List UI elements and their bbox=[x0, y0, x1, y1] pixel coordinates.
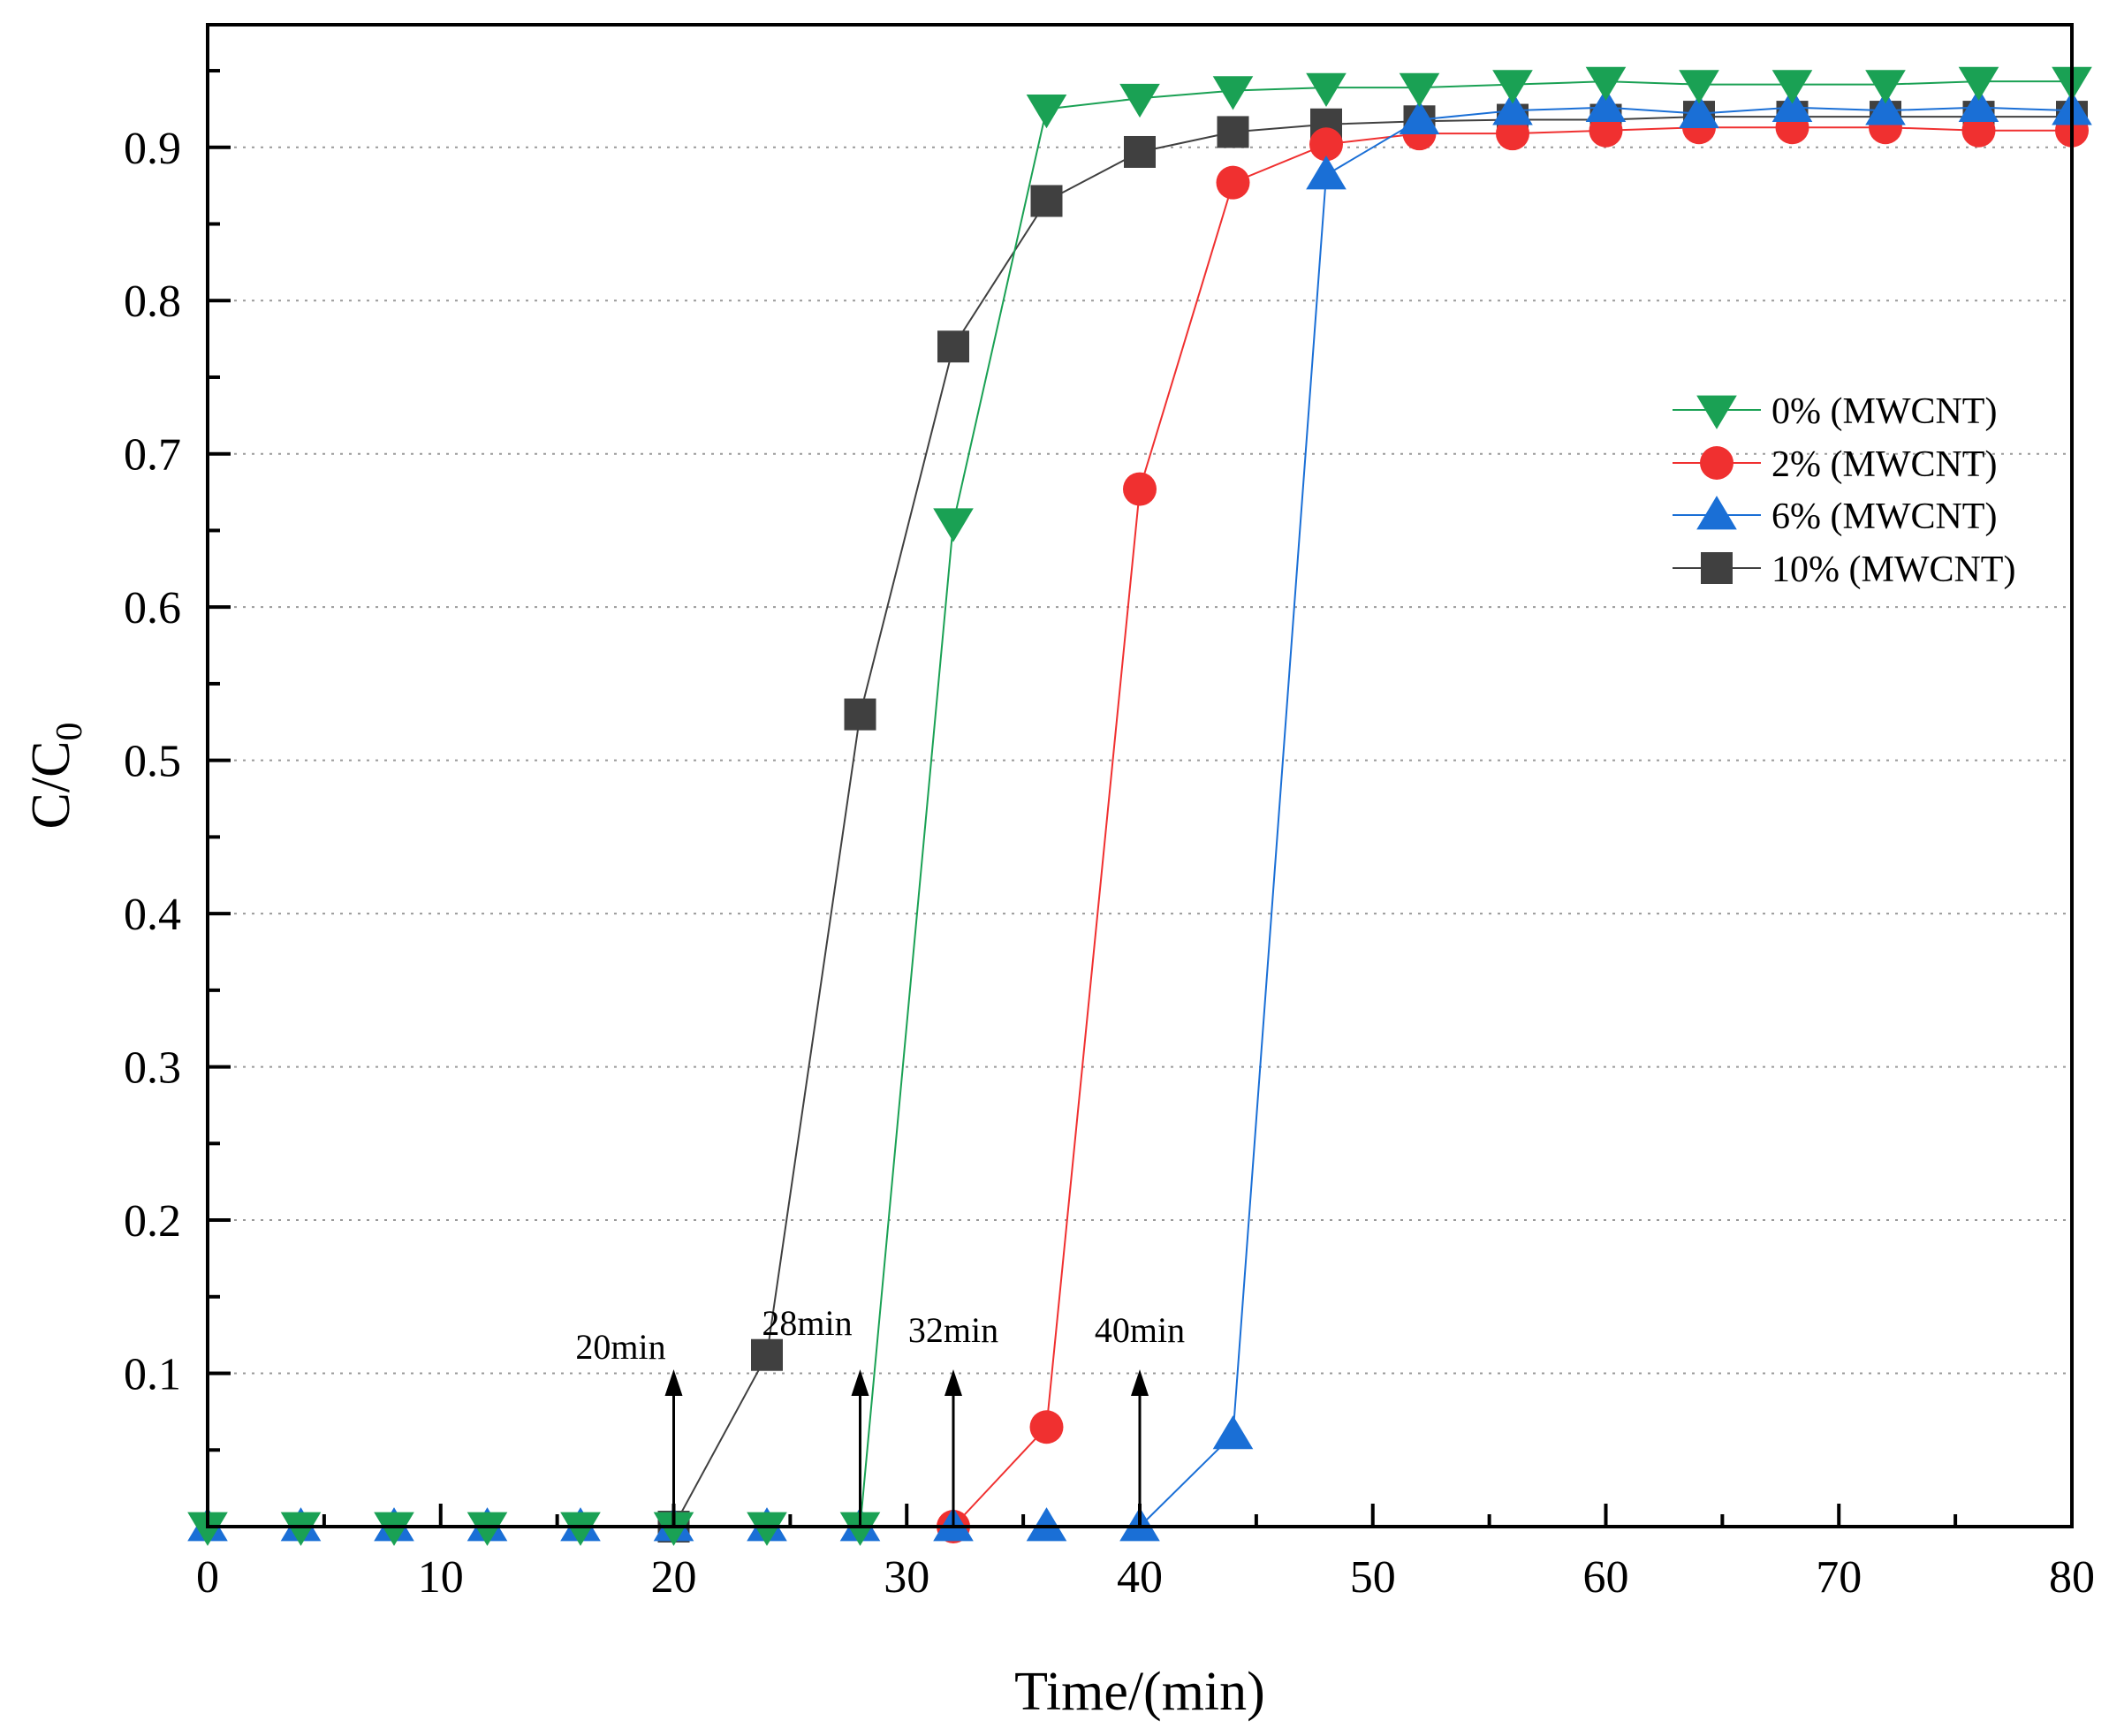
series-0-point-5 bbox=[653, 1512, 694, 1546]
series-2-point-19 bbox=[1958, 87, 1999, 123]
series-1-point-1 bbox=[1029, 1410, 1064, 1444]
series-2-point-14 bbox=[1492, 91, 1533, 125]
legend-item-2: 6% (MWCNT) bbox=[1673, 496, 1997, 537]
legend-item-1: 2% (MWCNT) bbox=[1673, 444, 1997, 485]
legend-item-0: 0% (MWCNT) bbox=[1673, 391, 1997, 432]
legend-label-1: 2% (MWCNT) bbox=[1771, 444, 1997, 485]
x-tick-label-1: 10 bbox=[418, 1552, 464, 1603]
annotation-arrow-head-0 bbox=[664, 1369, 683, 1396]
annotation-arrow-head-3 bbox=[1131, 1369, 1149, 1396]
y-tick-label-7: 0.8 bbox=[124, 277, 181, 327]
x-tick-label-7: 70 bbox=[1816, 1552, 1862, 1603]
x-tick-label-6: 60 bbox=[1583, 1552, 1629, 1603]
axes-frame bbox=[206, 23, 2074, 1528]
x-tick-label-8: 80 bbox=[2049, 1552, 2095, 1603]
series-line-3 bbox=[672, 116, 2072, 1528]
grid-layer bbox=[208, 146, 2072, 1375]
series-1-point-4 bbox=[1309, 127, 1343, 162]
y-tick-label-6: 0.7 bbox=[124, 430, 181, 481]
series-0-point-15 bbox=[1585, 66, 1627, 102]
legend-item-3: 10% (MWCNT) bbox=[1673, 550, 2015, 590]
series-2-point-17 bbox=[1771, 87, 1813, 123]
y-tick-label-4: 0.5 bbox=[124, 737, 181, 787]
annotation-arrow-head-2 bbox=[944, 1369, 962, 1396]
y-axis-title: C/C0 bbox=[21, 723, 90, 830]
plot-frame bbox=[206, 23, 2074, 1528]
series-0-point-16 bbox=[1679, 70, 1719, 104]
series-2-point-15 bbox=[1585, 87, 1627, 123]
series-3-point-6 bbox=[1217, 116, 1249, 148]
series-2-point-13 bbox=[1399, 100, 1440, 134]
legend: 0% (MWCNT) 2% (MWCNT) 6% (MWCNT) 10% (MWCNT… bbox=[1673, 391, 2015, 590]
x-tick-label-2: 20 bbox=[651, 1552, 697, 1603]
x-tick-label-4: 40 bbox=[1117, 1552, 1163, 1603]
legend-marker-0 bbox=[1696, 395, 1737, 429]
series-0-point-3 bbox=[467, 1512, 508, 1546]
series-0-point-2 bbox=[374, 1512, 414, 1546]
series-3-point-2 bbox=[844, 698, 876, 731]
series-0-point-4 bbox=[560, 1512, 601, 1546]
annotation-label-2: 32min bbox=[908, 1310, 998, 1350]
annotation-arrow-head-1 bbox=[851, 1369, 869, 1396]
y-tick-label-2: 0.3 bbox=[124, 1043, 181, 1094]
series-3-point-3 bbox=[937, 330, 969, 363]
series-0-point-0 bbox=[187, 1512, 228, 1546]
x-axis-title: Time/(min) bbox=[1014, 1662, 1265, 1722]
legend-marker-1 bbox=[1700, 446, 1733, 480]
series-2-point-9 bbox=[1026, 1507, 1067, 1542]
y-tick-label-1: 0.2 bbox=[124, 1196, 181, 1247]
series-2-point-16 bbox=[1679, 94, 1719, 128]
series-1-point-6 bbox=[1496, 117, 1529, 151]
series-0-point-9 bbox=[1026, 95, 1067, 129]
y-axis-title-main: C/C bbox=[21, 741, 81, 830]
series-2-point-12 bbox=[1306, 155, 1347, 190]
series-layer bbox=[187, 66, 2092, 1546]
series-0-point-8 bbox=[933, 508, 974, 542]
series-1-point-7 bbox=[1589, 113, 1623, 148]
series-1-point-3 bbox=[1216, 165, 1250, 200]
annotation-label-1: 28min bbox=[762, 1303, 852, 1343]
series-2-point-18 bbox=[1865, 91, 1906, 125]
legend-marker-2 bbox=[1696, 496, 1737, 530]
y-tick-label-8: 0.9 bbox=[124, 124, 181, 174]
x-tick-label-0: 0 bbox=[196, 1552, 219, 1603]
legend-label-3: 10% (MWCNT) bbox=[1771, 550, 2015, 590]
legend-label-0: 0% (MWCNT) bbox=[1771, 391, 1997, 432]
legend-marker-3 bbox=[1701, 552, 1733, 584]
annotation-layer: 20min 28min 32min 40min bbox=[575, 1303, 1185, 1527]
legend-label-2: 6% (MWCNT) bbox=[1771, 497, 1997, 537]
series-2-point-11 bbox=[1212, 1415, 1254, 1450]
series-0-point-19 bbox=[1958, 66, 1999, 102]
series-0-point-13 bbox=[1399, 72, 1440, 107]
y-axis-title-subscript: 0 bbox=[49, 723, 90, 741]
series-0-point-18 bbox=[1865, 70, 1906, 104]
series-3-point-5 bbox=[1124, 135, 1156, 168]
series-1-point-2 bbox=[1123, 472, 1157, 506]
series-0-point-10 bbox=[1119, 83, 1160, 118]
series-0-point-11 bbox=[1212, 76, 1254, 110]
series-0-point-12 bbox=[1306, 72, 1347, 107]
x-tick-label-3: 30 bbox=[884, 1552, 929, 1603]
annotation-label-0: 20min bbox=[575, 1327, 665, 1367]
y-tick-label-3: 0.4 bbox=[124, 890, 181, 940]
series-0-point-17 bbox=[1771, 70, 1813, 104]
series-3-point-1 bbox=[751, 1338, 783, 1371]
series-0-point-6 bbox=[747, 1512, 787, 1546]
series-3-point-4 bbox=[1030, 185, 1063, 217]
y-tick-label-5: 0.6 bbox=[124, 583, 181, 633]
x-tick-label-5: 50 bbox=[1350, 1552, 1396, 1603]
tick-layer: 0 10 20 30 40 50 60 70 80 0.1 0.2 0.3 0.4 0.5 0.6 0.7 0.… bbox=[124, 69, 2095, 1603]
y-tick-label-0: 0.1 bbox=[124, 1350, 181, 1400]
series-0-point-7 bbox=[839, 1512, 881, 1546]
series-0-point-14 bbox=[1492, 70, 1533, 104]
series-3 bbox=[657, 101, 2088, 1543]
series-1-point-11 bbox=[1961, 113, 1996, 148]
annotation-label-3: 40min bbox=[1095, 1310, 1185, 1350]
series-0-point-1 bbox=[280, 1512, 322, 1546]
